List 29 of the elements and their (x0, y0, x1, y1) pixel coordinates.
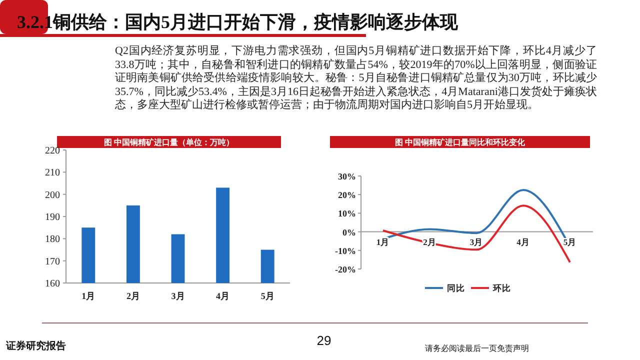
text: 请务必阅读最后一页免责声明 (425, 344, 529, 353)
y-tick-label: 200 (45, 190, 60, 201)
x-tick-label: 4月 (516, 236, 530, 247)
y-tick-label: 180 (45, 234, 60, 246)
chart-title: 图 中国铜精矿进口量同比和环比变化 (395, 137, 526, 147)
text: Q2国内经济复苏明显，下游电力需求强劲，但国内5月铜精矿进口数据开始下降，环比4月减少了33.8万吨；其中，自秘鲁和智利进口的铜精矿数量占54%，较2019年的70%以上回落明显，侧面验证证明南美铜矿供给受供给端疫情影响较大。秘鲁：5月自秘鲁进口铜精矿总量仅为30万吨，环比减少35.7%，同比减少53.4%，主因是3月16日起秘鲁开始进入紧急状态，4月Matarani港口发货处于瘫痪状态，多座大型矿山进行检修或暂停运营；由于物流周期对国内进口影响自5月开始显现。 (115, 45, 597, 113)
legend-label: 同比 (447, 283, 465, 293)
y-tick-label: 210 (45, 168, 60, 179)
y-tick-label: 190 (45, 212, 60, 223)
y-tick-label: 10% (338, 208, 356, 219)
y-tick-label: 220 (45, 146, 60, 156)
y-tick-label: 0% (342, 227, 356, 238)
x-tick-label: 3月 (171, 291, 185, 301)
x-tick-label: 1月 (376, 236, 390, 247)
y-tick-label: -20% (335, 264, 356, 274)
x-tick-label: 4月 (216, 291, 230, 301)
x-tick-label: 3月 (470, 236, 484, 247)
y-tick-label: 30% (338, 172, 356, 182)
y-tick-label: -10% (335, 246, 356, 256)
text: 29 (316, 333, 332, 348)
x-tick-label: 5月 (260, 291, 274, 301)
text: 证券研究报告 (5, 340, 66, 352)
y-tick-label: 160 (45, 278, 60, 290)
x-tick-label: 2月 (126, 291, 140, 301)
x-tick-label: 1月 (82, 291, 96, 301)
legend-label: 环比 (492, 283, 511, 293)
y-tick-label: 20% (338, 190, 356, 200)
chart-title: 图 中国铜精矿进口量（单位：万吨） (104, 137, 234, 147)
y-tick-label: 170 (45, 256, 60, 268)
